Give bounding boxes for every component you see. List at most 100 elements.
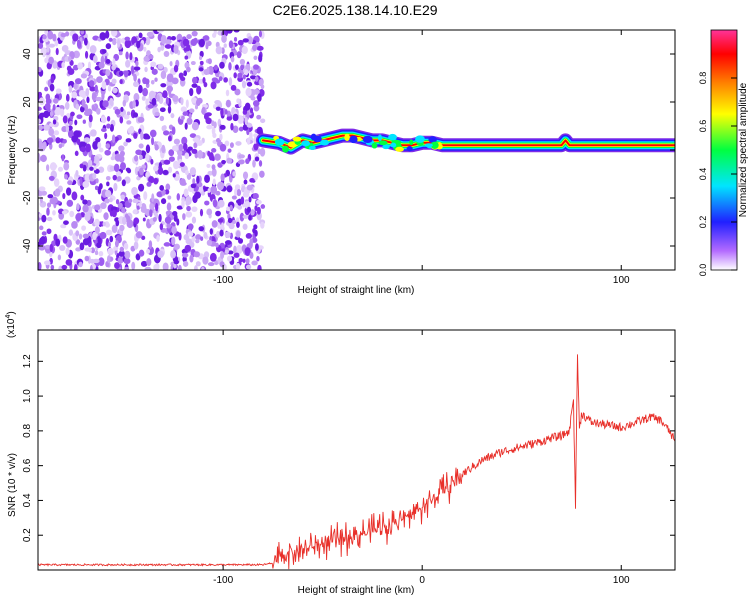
noise-speckle (215, 210, 221, 217)
noise-speckle (206, 124, 213, 130)
noise-speckle (124, 266, 130, 270)
noise-speckle (191, 30, 198, 37)
noise-speckle (48, 127, 55, 137)
noise-speckle (94, 226, 100, 235)
noise-speckle (223, 43, 227, 48)
noise-speckle (180, 181, 187, 186)
ridge-blob (388, 133, 397, 141)
noise-speckle (116, 175, 122, 182)
noise-speckle (235, 245, 243, 255)
noise-speckle (76, 138, 81, 146)
noise-speckle (46, 228, 52, 235)
noise-speckle (109, 165, 116, 172)
noise-speckle (124, 39, 132, 49)
noise-speckle (92, 231, 97, 241)
noise-speckle (163, 159, 171, 165)
noise-speckle (145, 78, 150, 85)
noise-speckle (109, 124, 114, 132)
noise-speckle (154, 144, 159, 151)
noise-speckle (64, 174, 68, 180)
noise-speckle (107, 85, 112, 92)
noise-speckle (102, 49, 107, 54)
noise-speckle (145, 153, 150, 162)
noise-speckle (250, 95, 256, 101)
noise-speckle (182, 142, 188, 151)
noise-speckle (67, 129, 74, 139)
noise-speckle (254, 243, 259, 251)
noise-speckle (163, 242, 171, 247)
noise-speckle (232, 125, 239, 133)
snr-ytick-label: 1.2 (22, 354, 33, 368)
noise-speckle (186, 117, 193, 125)
noise-speckle (104, 149, 111, 156)
noise-speckle (173, 160, 180, 170)
noise-speckle (141, 95, 146, 101)
noise-speckle (227, 148, 232, 153)
noise-speckle (157, 63, 164, 70)
noise-speckle (196, 85, 202, 95)
noise-speckle (65, 187, 72, 196)
noise-speckle (193, 142, 198, 149)
noise-speckle (89, 86, 96, 92)
noise-speckle (158, 213, 162, 223)
noise-speckle (153, 165, 159, 172)
noise-speckle (221, 159, 226, 165)
noise-speckle (132, 112, 139, 118)
spec-ytick-label: 0 (22, 147, 33, 153)
ridge-blob (406, 146, 413, 152)
noise-speckle (95, 137, 101, 143)
noise-speckle (46, 216, 53, 222)
noise-speckle (94, 185, 99, 191)
noise-speckle (47, 30, 54, 40)
noise-speckle (72, 33, 79, 42)
noise-speckle (111, 224, 118, 234)
noise-speckle (55, 137, 61, 144)
noise-speckle (145, 144, 151, 154)
noise-speckle (170, 113, 175, 119)
noise-speckle (73, 83, 78, 90)
noise-speckle (241, 46, 248, 55)
noise-speckle (209, 252, 217, 262)
noise-speckle (191, 148, 198, 154)
noise-speckle (206, 239, 213, 246)
noise-speckle (82, 180, 90, 188)
noise-speckle (154, 111, 160, 116)
noise-speckle (115, 219, 120, 227)
noise-speckle (159, 223, 164, 231)
noise-speckle (126, 168, 132, 174)
noise-speckle (94, 84, 98, 92)
noise-speckle (242, 109, 248, 115)
noise-speckle (118, 250, 125, 257)
noise-speckle (238, 154, 245, 159)
noise-speckle (191, 216, 197, 224)
noise-speckle (92, 172, 97, 180)
noise-speckle (74, 78, 82, 85)
noise-speckle (189, 133, 197, 138)
ridge-blob (395, 146, 404, 152)
noise-speckle (149, 129, 157, 138)
noise-speckle (207, 262, 215, 267)
noise-speckle (97, 141, 102, 149)
noise-speckle (79, 242, 85, 251)
noise-speckle (70, 111, 75, 117)
noise-speckle (237, 160, 245, 165)
noise-speckle (238, 257, 244, 263)
noise-speckle (187, 146, 193, 151)
noise-speckle (164, 216, 172, 224)
noise-speckle (111, 209, 117, 218)
noise-speckle (77, 62, 83, 70)
noise-speckle (252, 193, 259, 200)
noise-speckle (219, 143, 227, 152)
ridge-blob (409, 139, 414, 146)
ridge-blob (377, 134, 383, 142)
noise-speckle (258, 160, 263, 167)
noise-speckle (183, 188, 189, 198)
noise-speckle (125, 51, 129, 60)
noise-speckle (75, 239, 81, 245)
noise-speckle (156, 235, 160, 242)
noise-speckle (142, 87, 149, 97)
noise-speckle (118, 51, 123, 56)
noise-speckle (225, 89, 230, 97)
noise-speckle (138, 84, 143, 94)
noise-speckle (49, 83, 55, 92)
